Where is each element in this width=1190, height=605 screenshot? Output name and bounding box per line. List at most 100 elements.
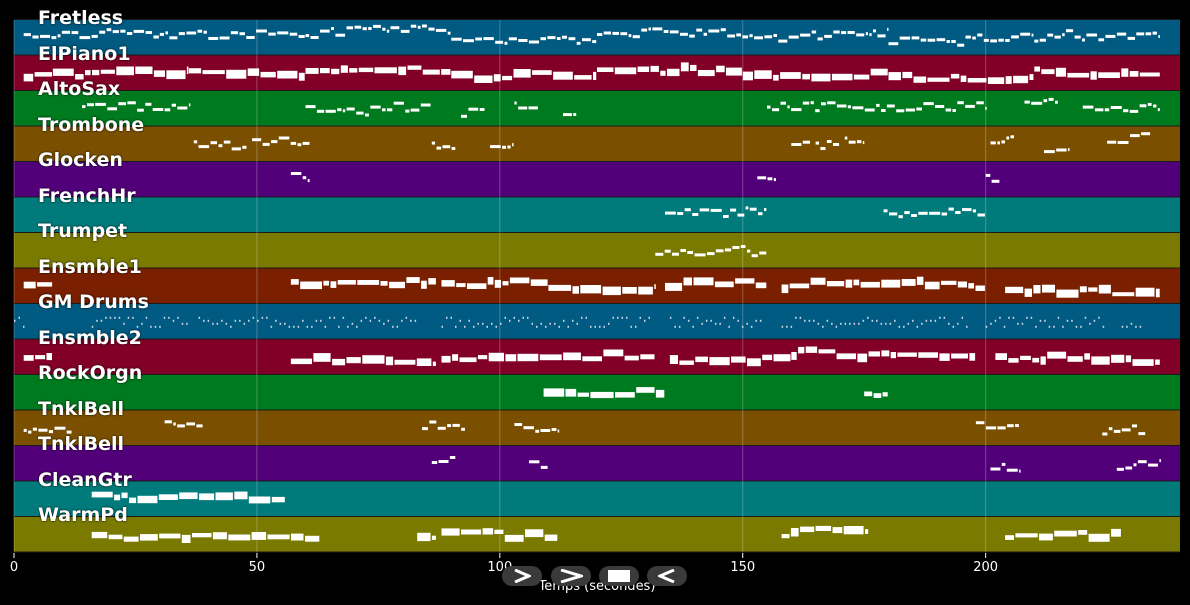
note bbox=[648, 316, 650, 319]
track-lane[interactable] bbox=[14, 517, 1180, 552]
note bbox=[1008, 358, 1019, 363]
note bbox=[720, 28, 726, 32]
note bbox=[181, 322, 184, 325]
note bbox=[126, 32, 133, 35]
note bbox=[563, 319, 565, 322]
note bbox=[482, 528, 494, 535]
note bbox=[52, 68, 74, 76]
note bbox=[400, 29, 410, 33]
note bbox=[1056, 148, 1067, 152]
track-lane[interactable] bbox=[14, 410, 1180, 446]
note bbox=[512, 143, 514, 147]
play-button[interactable] bbox=[502, 566, 542, 586]
note bbox=[289, 32, 298, 36]
note bbox=[683, 316, 685, 319]
note bbox=[800, 526, 815, 533]
note bbox=[362, 27, 367, 31]
note bbox=[305, 535, 320, 542]
note bbox=[918, 211, 928, 215]
note bbox=[849, 322, 851, 325]
note bbox=[826, 319, 829, 322]
note bbox=[1047, 351, 1067, 359]
note bbox=[242, 145, 247, 149]
note bbox=[599, 325, 601, 328]
note bbox=[337, 108, 342, 112]
note bbox=[975, 285, 985, 291]
note bbox=[1005, 286, 1024, 294]
note bbox=[507, 145, 511, 149]
track-lane[interactable] bbox=[14, 446, 1180, 481]
note bbox=[585, 316, 587, 319]
note bbox=[568, 37, 576, 41]
note bbox=[924, 281, 940, 290]
note bbox=[504, 316, 506, 319]
note bbox=[617, 316, 619, 319]
note bbox=[1152, 31, 1157, 35]
note bbox=[920, 38, 927, 42]
track-notes bbox=[91, 525, 1121, 543]
note bbox=[864, 391, 873, 397]
note bbox=[48, 430, 53, 434]
track-lane[interactable] bbox=[14, 233, 1180, 268]
fast-forward-button[interactable] bbox=[551, 566, 591, 586]
track-lane[interactable] bbox=[14, 162, 1180, 197]
note bbox=[410, 108, 420, 112]
note bbox=[695, 356, 708, 363]
note bbox=[868, 351, 880, 357]
note bbox=[34, 72, 52, 77]
note bbox=[881, 279, 901, 288]
note bbox=[275, 319, 277, 322]
note bbox=[256, 29, 267, 33]
note bbox=[447, 424, 452, 428]
note bbox=[513, 69, 531, 78]
note bbox=[365, 113, 369, 117]
note bbox=[576, 41, 581, 45]
note bbox=[230, 31, 239, 35]
note bbox=[843, 526, 864, 535]
track-label: RockOrgn bbox=[38, 362, 143, 384]
note bbox=[707, 252, 715, 256]
note bbox=[728, 325, 730, 328]
note bbox=[406, 277, 420, 283]
track-lane[interactable] bbox=[14, 126, 1180, 162]
note bbox=[802, 73, 810, 80]
note bbox=[354, 25, 362, 29]
note bbox=[494, 529, 504, 534]
stop-button[interactable] bbox=[599, 566, 639, 586]
note bbox=[108, 534, 123, 540]
rewind-button[interactable] bbox=[647, 566, 687, 586]
track-notes bbox=[82, 97, 1160, 118]
track-lane[interactable] bbox=[14, 197, 1180, 233]
note bbox=[169, 36, 178, 40]
note bbox=[898, 215, 903, 219]
note bbox=[123, 536, 139, 542]
note bbox=[826, 140, 832, 143]
track-label: WarmPd bbox=[38, 504, 128, 526]
note bbox=[387, 319, 390, 322]
note bbox=[32, 35, 39, 39]
note bbox=[833, 30, 840, 34]
note bbox=[742, 71, 753, 81]
note bbox=[603, 31, 611, 35]
note bbox=[754, 36, 763, 40]
track-lane[interactable] bbox=[14, 304, 1180, 339]
note bbox=[177, 106, 188, 110]
note bbox=[1044, 319, 1046, 322]
note bbox=[370, 105, 381, 109]
track-lane[interactable] bbox=[14, 91, 1180, 126]
track-notes bbox=[91, 491, 285, 504]
note bbox=[1121, 325, 1124, 328]
note bbox=[759, 319, 762, 322]
note bbox=[168, 316, 170, 319]
note bbox=[494, 279, 501, 288]
note bbox=[999, 316, 1001, 319]
note bbox=[835, 325, 838, 328]
note bbox=[858, 322, 860, 325]
note bbox=[368, 27, 372, 30]
rewind-icon bbox=[658, 569, 675, 583]
note bbox=[452, 423, 460, 427]
note bbox=[178, 32, 185, 36]
note bbox=[468, 107, 479, 111]
track-lane[interactable] bbox=[14, 20, 1180, 55]
